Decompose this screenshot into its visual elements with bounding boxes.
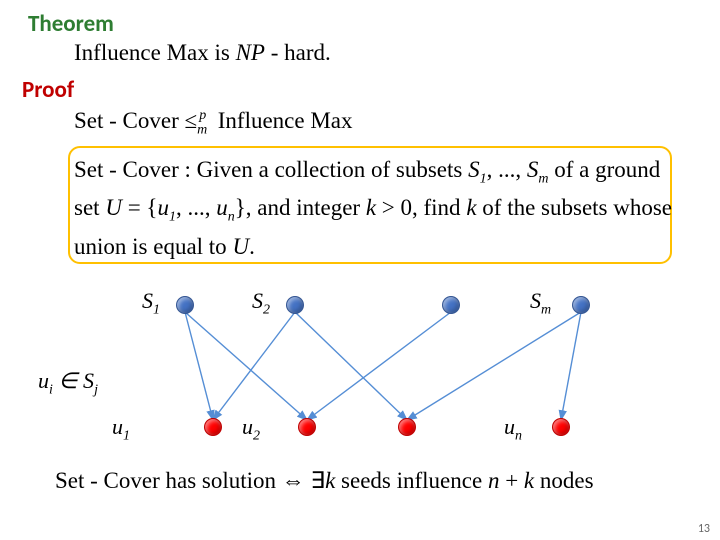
definition-text: Set - Cover : Given a collection of subs… (74, 152, 674, 264)
set-label: Sm (530, 288, 551, 318)
reduction-line: Set - Cover ≤mp Influence Max (74, 108, 353, 139)
element-node (204, 418, 222, 436)
theorem-heading: Theorem (28, 10, 114, 38)
set-node (572, 296, 590, 314)
conclusion-line: Set - Cover has solution ⇔ ∃k seeds infl… (55, 468, 594, 494)
element-label: u1 (112, 414, 130, 444)
element-node (298, 418, 316, 436)
set-label: S2 (252, 288, 270, 318)
element-node (398, 418, 416, 436)
bipartite-diagram: ui ∈ Sj S1S2Smu1u2un (50, 278, 670, 458)
theorem-statement: Influence Max is NP - hard. (74, 40, 331, 66)
set-node (176, 296, 194, 314)
proof-heading: Proof (22, 76, 74, 104)
page-number: 13 (698, 522, 710, 536)
set-node (286, 296, 304, 314)
element-label: u2 (242, 414, 260, 444)
set-label: S1 (142, 288, 160, 318)
element-node (552, 418, 570, 436)
set-node (442, 296, 460, 314)
element-label: un (504, 414, 522, 444)
